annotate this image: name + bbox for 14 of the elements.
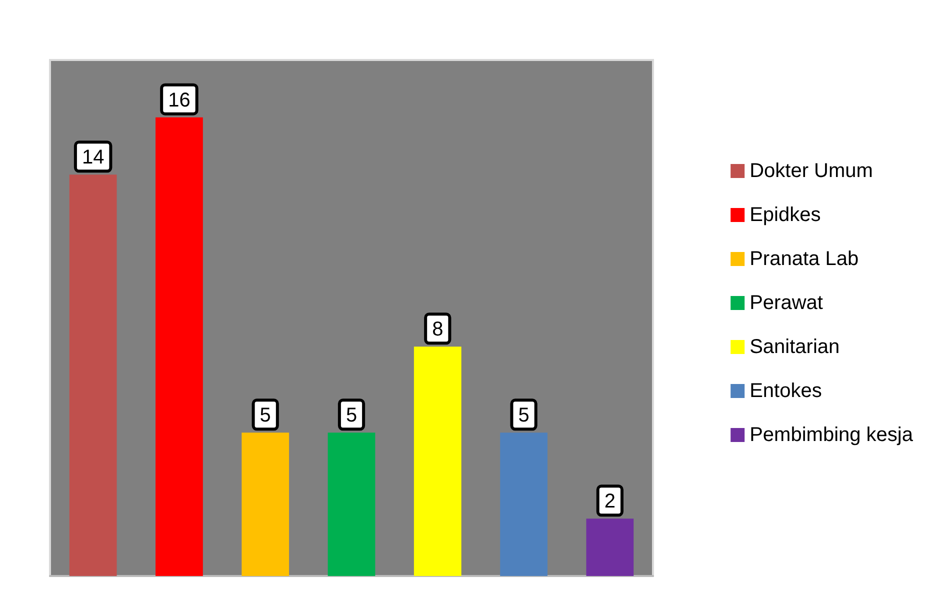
legend-label: Entokes [750, 380, 822, 402]
data-label: 14 [82, 146, 104, 169]
legend-label: Epidkes [750, 204, 821, 226]
legend-label: Pembimbing kesja [750, 424, 914, 446]
legend-label: Perawat [750, 292, 824, 314]
data-label: 2 [604, 490, 616, 513]
legend-label: Sanitarian [750, 336, 840, 358]
data-label: 16 [168, 89, 190, 112]
legend-label: Pranata Lab [750, 248, 859, 270]
data-label: 5 [260, 404, 271, 427]
data-label: 5 [346, 404, 358, 427]
legend-label: Dokter Umum [750, 160, 873, 182]
data-label: 8 [432, 318, 444, 341]
data-label: 5 [518, 404, 530, 427]
